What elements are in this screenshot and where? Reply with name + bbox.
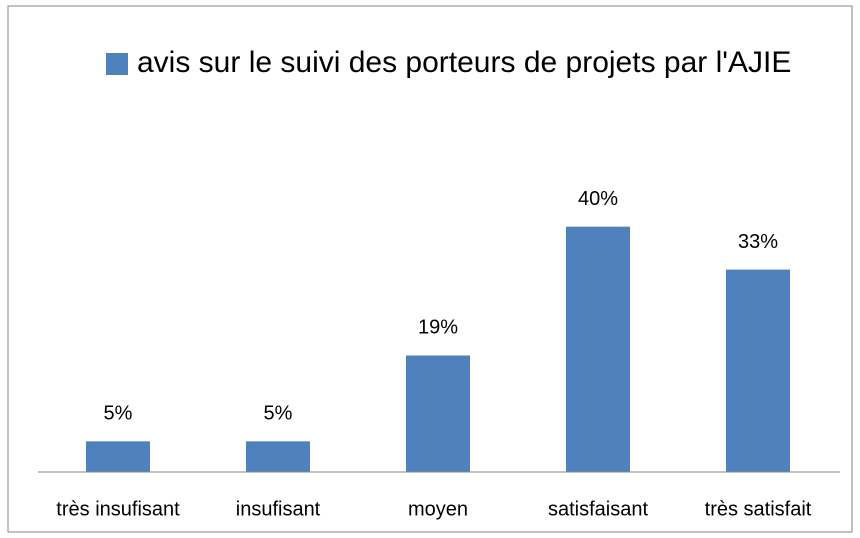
legend: avis sur le suivi des porteurs de projet…: [106, 40, 846, 86]
bar: [566, 226, 630, 472]
x-tick-label: très satisfait: [705, 498, 812, 520]
x-tick-label: très insufisant: [56, 498, 180, 520]
legend-label: avis sur le suivi des porteurs de projet…: [137, 46, 792, 79]
bar: [406, 355, 470, 472]
x-tick-label: moyen: [408, 498, 468, 520]
x-tick-label: insufisant: [236, 498, 321, 520]
data-label: 5%: [264, 403, 293, 425]
data-label: 19%: [418, 317, 458, 339]
data-label: 5%: [104, 403, 133, 425]
x-tick-label: satisfaisant: [548, 498, 648, 520]
legend-swatch: [106, 53, 128, 75]
bar: [246, 441, 310, 472]
data-label: 40%: [578, 188, 618, 210]
bar: [726, 269, 790, 472]
bar: [86, 441, 150, 472]
data-label: 33%: [738, 231, 778, 253]
